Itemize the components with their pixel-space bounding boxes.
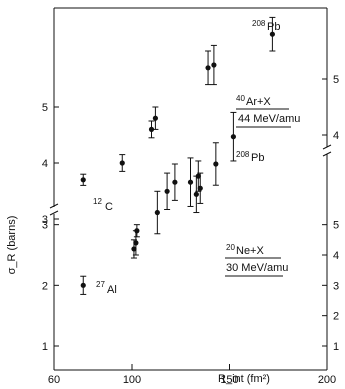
svg-text:Ne+X: Ne+X [236,245,264,257]
y-tick-label: 5 [333,220,339,232]
data-point [164,188,170,194]
svg-text:208: 208 [236,150,250,159]
y-tick-label: 3 [333,280,339,292]
svg-text:30 MeV/amu: 30 MeV/amu [226,262,288,274]
data-point [197,185,203,191]
annotation-pb-lower: 208 Pb [236,150,264,164]
data-point [119,160,125,166]
data-point [230,134,236,140]
svg-text:C: C [105,201,113,213]
data-point [133,240,139,246]
data-point [154,209,160,216]
annotation-ne-label: 20 Ne+X 30 MeV/amu [225,243,288,277]
data-point [269,31,275,37]
data-point [172,179,178,185]
annotation-al27: 27 Al [96,280,117,296]
svg-text:12: 12 [93,197,102,206]
y-tick-label: 1 [333,341,339,353]
y-tick-label: 2 [333,311,339,323]
annotation-c12: 12 C [93,197,113,213]
data-point [134,228,140,234]
y-tick-label: 2 [42,280,48,292]
svg-text:Al: Al [107,284,117,296]
svg-text:Pb: Pb [251,152,264,164]
y-axis-title: σ_R (barns) [6,216,18,275]
y-tick-label: 3 [42,220,48,232]
y-tick-label: 4 [333,250,339,262]
x-tick-label: 150 [220,374,238,386]
data-point [211,62,217,68]
data-point [193,191,199,197]
data-point [80,177,86,183]
y-tick-label: 5 [333,74,339,86]
y-tick-label: 4 [333,130,339,142]
svg-text:208: 208 [252,19,266,28]
data-point [205,65,211,71]
svg-text:Pb: Pb [267,21,280,33]
y-tick-label: 3 [42,214,48,226]
svg-text:40: 40 [236,94,245,103]
x-axis-ticks: 60 100 150 200 [48,364,336,386]
x-tick-label: 60 [48,374,60,386]
x-tick-label: 100 [123,374,141,386]
annotation-ar-label: 40 Ar+X 44 MeV/amu [236,94,300,128]
svg-text:20: 20 [226,243,235,252]
data-point [152,115,158,121]
data-point [131,246,137,252]
svg-text:44 MeV/amu: 44 MeV/amu [238,113,300,125]
x-tick-label: 200 [318,374,336,386]
svg-text:27: 27 [96,280,105,289]
y-axis-left-break [49,203,59,216]
data-point [213,161,219,167]
data-point [187,179,194,185]
data-point [80,282,86,288]
annotation-pb-upper: 208 Pb [252,19,280,33]
data-point [195,173,201,179]
svg-text:Ar+X: Ar+X [246,96,271,108]
y-axis-right-break [322,144,332,157]
data-points [80,16,276,295]
y-tick-label: 1 [42,341,48,353]
x-axis-title: R_int (fm²) [218,373,270,385]
y-tick-label: 5 [42,102,48,114]
data-point [148,126,155,132]
y-tick-label: 4 [42,158,48,170]
